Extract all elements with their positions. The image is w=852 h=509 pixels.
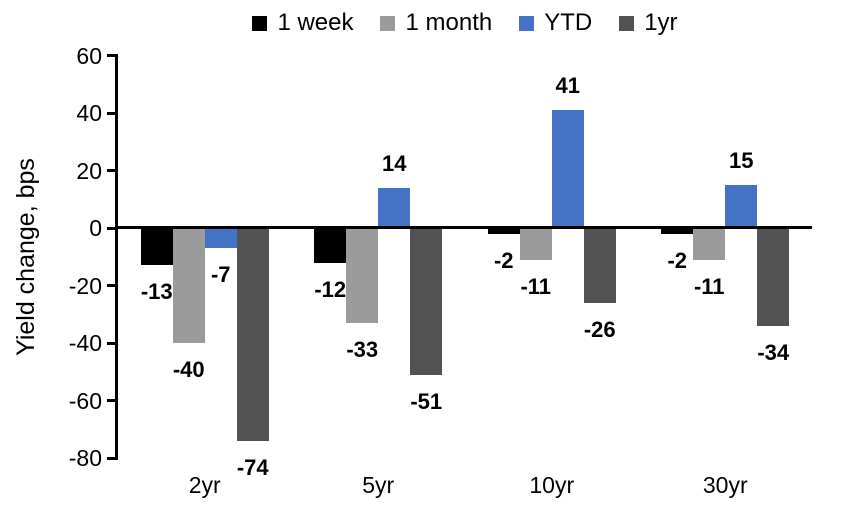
- zero-baseline: [118, 226, 812, 229]
- bar-1yr-10yr: [583, 228, 616, 303]
- bar-value-label: -51: [410, 388, 443, 414]
- bar-value-label: -12: [314, 276, 347, 302]
- y-tick-label: 40: [76, 100, 102, 126]
- legend-label: 1 month: [405, 9, 493, 36]
- bar-value-label: -2: [667, 247, 688, 273]
- y-tick-label: 20: [76, 157, 102, 184]
- bar-value-label: -33: [346, 336, 379, 362]
- bar-value-label: -34: [757, 339, 790, 365]
- bar-1-month-10yr: [519, 228, 552, 260]
- bar-value-label: -11: [693, 273, 725, 299]
- x-category-label-10yr: 10yr: [529, 472, 575, 498]
- y-axis-tick: [107, 169, 116, 172]
- bar-YTD-30yr: [725, 184, 758, 228]
- bar-1-month-2yr: [172, 228, 205, 343]
- bar-value-label: -7: [210, 262, 231, 288]
- y-axis-tick: [107, 399, 116, 402]
- x-category-label-5yr: 5yr: [362, 472, 395, 498]
- bar-value-label: -13: [140, 279, 173, 305]
- legend-swatch-icon: [252, 15, 268, 31]
- y-axis-line: [115, 54, 118, 460]
- y-axis-tick: [107, 54, 116, 57]
- bar-YTD-5yr: [378, 187, 411, 228]
- y-tick-label: -20: [68, 272, 102, 299]
- legend-label: 1yr: [644, 9, 678, 36]
- legend-item-YTD: YTD: [519, 9, 592, 37]
- bar-YTD-2yr: [204, 228, 237, 249]
- bar-value-label: -11: [520, 273, 552, 299]
- bar-YTD-10yr: [551, 110, 584, 228]
- bar-value-label: 14: [382, 150, 407, 176]
- legend-item-1yr: 1yr: [619, 9, 678, 37]
- bar-value-label: -2: [493, 247, 514, 273]
- bar-value-label: -40: [172, 357, 205, 382]
- x-category-label-2yr: 2yr: [188, 472, 221, 498]
- bar-value-label: -26: [583, 316, 616, 342]
- legend-label: 1 week: [277, 9, 354, 36]
- bar-1-month-30yr: [693, 228, 726, 260]
- bar-1yr-30yr: [757, 228, 790, 326]
- y-tick-label: -40: [68, 330, 102, 356]
- y-axis-tick: [107, 111, 116, 115]
- bar-1yr-2yr: [236, 228, 269, 441]
- legend-label: YTD: [544, 9, 593, 36]
- bar-1-week-5yr: [314, 228, 347, 263]
- legend-item-1-month: 1 month: [380, 9, 492, 37]
- bar-value-label: -74: [236, 454, 269, 480]
- legend-item-1-week: 1 week: [252, 9, 353, 37]
- bar-1yr-5yr: [410, 228, 443, 375]
- x-category-label-30yr: 30yr: [702, 472, 748, 498]
- bar-1-week-10yr: [487, 228, 520, 234]
- bar-value-label: 41: [555, 73, 580, 99]
- y-axis-tick: [107, 341, 116, 345]
- bar-1-week-2yr: [140, 228, 173, 266]
- y-tick-label: 60: [76, 42, 102, 69]
- chart-legend: 1 week 1 month YTD 1yr: [118, 6, 812, 40]
- legend-swatch-icon: [619, 15, 635, 31]
- y-tick-label: 0: [89, 215, 102, 241]
- y-axis-tick: [107, 456, 116, 460]
- y-axis-tick: [107, 226, 116, 230]
- legend-swatch-icon: [519, 15, 535, 31]
- legend-swatch-icon: [380, 15, 396, 31]
- y-tick-label: -80: [68, 445, 102, 471]
- bar-1-week-30yr: [661, 228, 694, 234]
- y-axis-tick: [107, 284, 116, 287]
- bar-value-label: 15: [729, 147, 754, 173]
- y-tick-label: -60: [68, 387, 102, 414]
- bar-1-month-5yr: [346, 228, 379, 323]
